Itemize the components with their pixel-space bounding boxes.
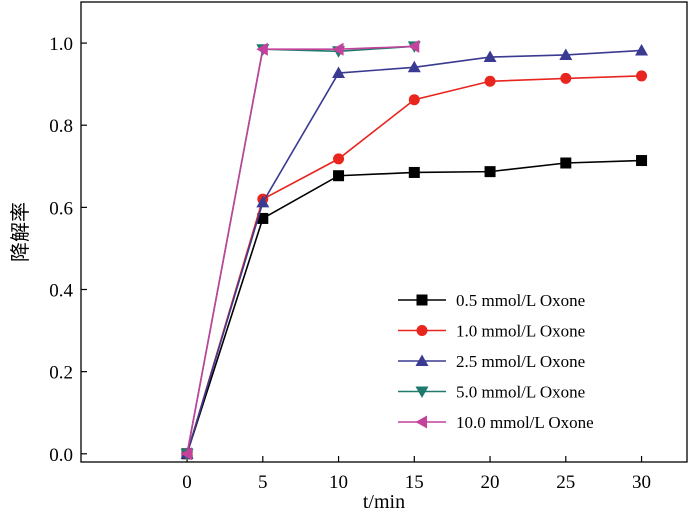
- data-point: [484, 75, 496, 87]
- series-line: [186, 45, 415, 454]
- legend-entry: 5.0 mmol/L Oxone: [398, 383, 585, 402]
- x-tick-label: 10: [329, 472, 348, 493]
- legend-entry: 2.5 mmol/L Oxone: [398, 352, 585, 371]
- data-point: [256, 42, 268, 56]
- data-point: [635, 43, 649, 56]
- data-point: [636, 155, 648, 167]
- y-tick-label: 0.6: [49, 198, 73, 219]
- legend-entry: 0.5 mmol/L Oxone: [398, 291, 585, 310]
- data-point: [408, 166, 420, 178]
- data-point: [333, 170, 345, 182]
- data-point: [332, 66, 346, 79]
- legend-label: 0.5 mmol/L Oxone: [456, 291, 585, 310]
- y-tick-label: 1.0: [49, 34, 73, 55]
- data-point: [332, 42, 344, 56]
- data-point: [408, 94, 420, 106]
- legend-marker: [415, 386, 429, 398]
- x-axis: 0 5 10 15 20 25 30: [182, 456, 651, 493]
- series-line: [186, 45, 415, 454]
- y-tick-label: 0.2: [49, 363, 73, 384]
- data-point: [560, 157, 572, 169]
- legend-entry: 1.0 mmol/L Oxone: [398, 322, 585, 341]
- x-tick-label: 25: [556, 472, 575, 493]
- plot-frame: [80, 1, 688, 463]
- x-tick-label: 20: [481, 472, 500, 493]
- series-5: [180, 39, 420, 461]
- y-axis: 0.0 0.2 0.4 0.6 0.8 1.0: [49, 34, 87, 466]
- x-tick-label: 0: [182, 472, 192, 493]
- data-point: [407, 39, 420, 53]
- data-point: [180, 447, 193, 461]
- legend-marker: [415, 415, 427, 429]
- data-point: [333, 153, 345, 165]
- legend-marker: [416, 325, 428, 336]
- legend-label: 1.0 mmol/L Oxone: [456, 322, 585, 341]
- y-tick-label: 0.0: [49, 445, 73, 466]
- x-tick-label: 15: [405, 472, 424, 493]
- data-point: [559, 48, 573, 60]
- data-point: [636, 70, 648, 82]
- y-tick-label: 0.4: [49, 281, 73, 302]
- data-point: [257, 212, 269, 224]
- legend-marker: [415, 354, 429, 366]
- legend-label: 10.0 mmol/L Oxone: [456, 413, 594, 432]
- legend: 0.5 mmol/L Oxone 1.0 mmol/L Oxone 2.5 mmol…: [398, 291, 594, 432]
- legend-marker: [416, 294, 428, 306]
- y-axis-title: 降解率: [9, 202, 32, 262]
- series-4: [180, 41, 421, 461]
- legend-label: 5.0 mmol/L Oxone: [456, 383, 585, 402]
- data-point: [483, 50, 497, 63]
- legend-entry: 10.0 mmol/L Oxone: [398, 413, 594, 432]
- legend-label: 2.5 mmol/L Oxone: [456, 352, 585, 371]
- data-point: [407, 60, 421, 73]
- x-tick-label: 30: [632, 472, 651, 493]
- data-point: [256, 195, 270, 208]
- data-point: [484, 166, 496, 178]
- series-3: [180, 43, 649, 459]
- data-point: [560, 72, 572, 84]
- y-tick-label: 0.8: [49, 116, 73, 137]
- series-layer: [180, 39, 649, 461]
- x-tick-label: 5: [258, 472, 268, 493]
- x-axis-title: t/min: [363, 491, 405, 513]
